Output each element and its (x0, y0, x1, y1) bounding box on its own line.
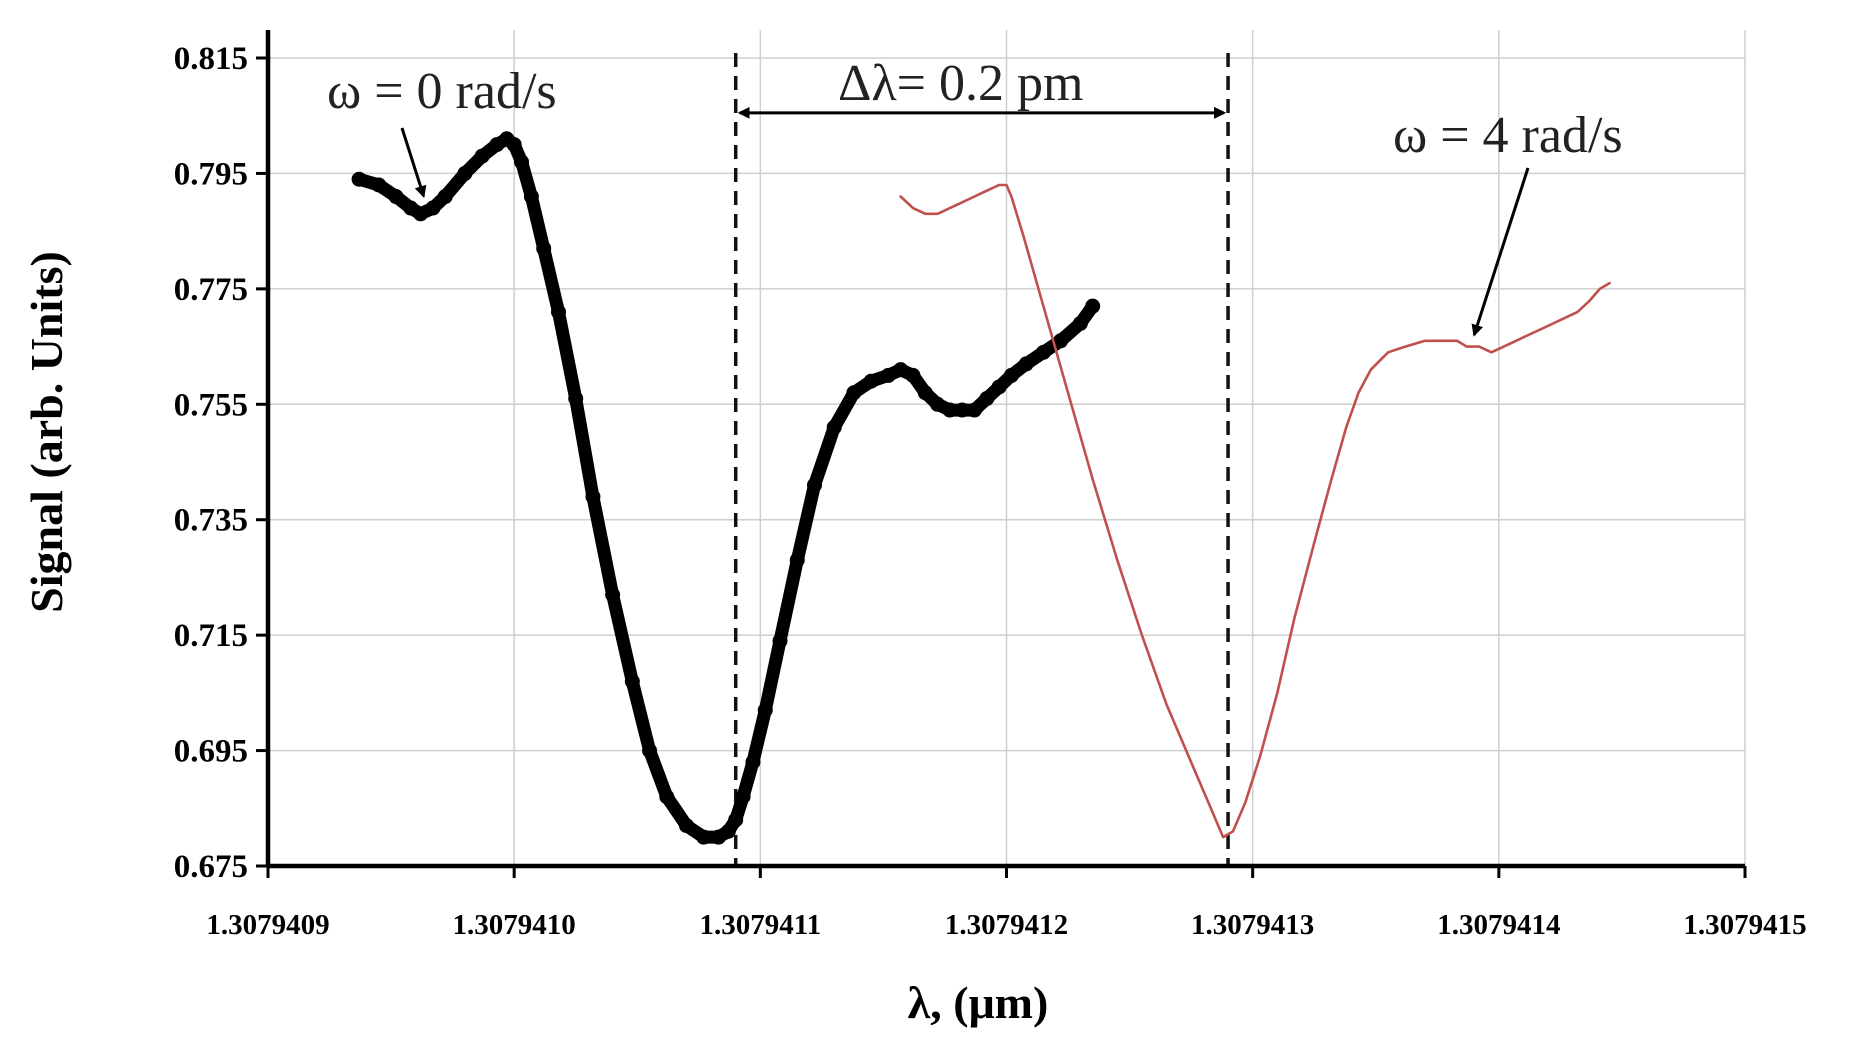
series-omega-0-point (1085, 298, 1101, 314)
series-omega-0-point (585, 489, 601, 505)
series-omega-0-point (735, 789, 751, 805)
annotation-omega-0: ω = 0 rad/s (327, 63, 557, 120)
series-omega-0-point (893, 362, 909, 378)
series-omega-0-point (979, 391, 995, 407)
series-omega-0-point (550, 304, 566, 320)
series-omega-0-point (437, 189, 453, 205)
y-tick-label: 0.795 (174, 156, 248, 192)
y-tick-label: 0.675 (174, 849, 248, 885)
series-omega-0-point (863, 373, 879, 389)
x-tick-label: 1.3079415 (1683, 909, 1806, 941)
series-omega-0-point (413, 206, 429, 222)
y-ticks: 0.675 0.695 0.715 0.735 0.755 0.775 0.795 0.815 (174, 41, 268, 885)
series-omega-0-point (1035, 344, 1051, 360)
series-omega-0-point (806, 477, 822, 493)
series-omega-0-point (371, 177, 387, 193)
annotation-delta-lambda: Δλ= 0.2 pm (838, 55, 1083, 112)
x-tick-label: 1.3079412 (945, 909, 1068, 941)
y-tick-label: 0.715 (174, 618, 248, 654)
x-tick-label: 1.3079409 (206, 909, 329, 941)
series-omega-0-point (1003, 367, 1019, 383)
series-omega-0-point (351, 171, 367, 187)
series-omega-0-point (1053, 333, 1069, 349)
y-tick-label: 0.775 (174, 272, 248, 308)
series-omega-0-point (728, 812, 744, 828)
series-omega-0-point (789, 552, 805, 568)
arrow-omega-4 (1471, 167, 1530, 337)
data-series (351, 131, 1611, 845)
series-omega-0-point (425, 200, 441, 216)
x-tick-label: 1.3079411 (700, 909, 822, 941)
series-omega-0-point (1072, 315, 1088, 331)
y-tick-label: 0.695 (174, 734, 248, 770)
series-omega-0-point (720, 823, 736, 839)
series-omega-0-point (966, 402, 982, 418)
series-omega-0-point (514, 154, 530, 170)
y-tick-label: 0.735 (174, 503, 248, 539)
series-omega-0-point (1018, 356, 1034, 372)
series-omega-0-point (772, 633, 788, 649)
series-omega-0-point (930, 396, 946, 412)
series-omega-0-point (388, 189, 404, 205)
series-omega-0-point (624, 673, 640, 689)
series-omega-0-point (757, 702, 773, 718)
x-tick-label: 1.3079413 (1191, 909, 1314, 941)
series-omega-0-point (954, 402, 970, 418)
series-omega-0-point (846, 385, 862, 401)
arrow-omega-0 (400, 127, 427, 198)
reference-lines (733, 53, 1230, 866)
series-omega-0-point (605, 587, 621, 603)
series-omega-0-line (352, 132, 1100, 844)
x-tick-label: 1.3079414 (1437, 909, 1560, 941)
series-omega-0-point (457, 165, 473, 181)
series-omega-0-point (568, 391, 584, 407)
series-omega-0-point (917, 385, 933, 401)
x-ticks: 1.3079409 1.3079410 1.3079411 1.3079412 1.30… (206, 866, 1807, 941)
series-omega-0-point (826, 419, 842, 435)
series-omega-0-point (678, 818, 694, 834)
series-omega-0-point (523, 189, 539, 205)
series-omega-4-line (899, 183, 1611, 839)
y-tick-label: 0.755 (174, 387, 248, 423)
series-omega-0-point (642, 743, 658, 759)
series-omega-0-point (659, 789, 675, 805)
series-omega-0-point (474, 148, 490, 164)
series-omega-0-point (745, 754, 761, 770)
x-axis-title: λ, (μm) (908, 977, 1049, 1028)
y-tick-label: 0.815 (174, 41, 248, 77)
annotation-omega-4: ω = 4 rad/s (1393, 107, 1623, 164)
series-omega-0-point (696, 829, 712, 845)
y-axis-title: Signal (arb. Units) (21, 251, 72, 613)
x-tick-label: 1.3079410 (453, 909, 576, 941)
grid-lines (268, 30, 1746, 866)
annotations: ω = 0 rad/s ω = 4 rad/s Δλ= 0.2 pm (327, 55, 1623, 337)
series-omega-0-point (880, 367, 896, 383)
series-omega-0-point (506, 137, 522, 153)
series-omega-0-point (905, 367, 921, 383)
series-omega-0-point (942, 402, 958, 418)
series-omega-0-point (991, 379, 1007, 395)
series-omega-0-point (536, 240, 552, 256)
